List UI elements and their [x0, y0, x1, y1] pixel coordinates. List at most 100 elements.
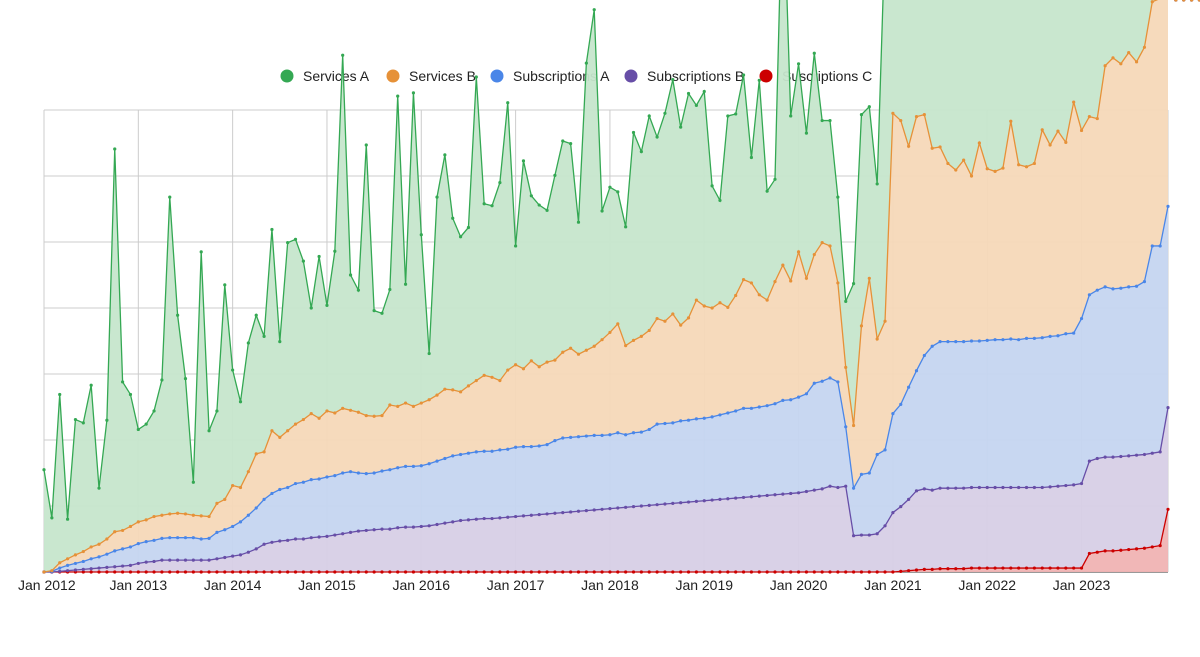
- point-services-a: [576, 220, 581, 224]
- point-services-a: [254, 313, 258, 317]
- point-subscriptions-a: [647, 427, 651, 432]
- point-suscriptions-c: [1134, 547, 1139, 551]
- point-subscriptions-b: [553, 511, 557, 515]
- point-subscriptions-a: [828, 376, 832, 380]
- point-subscriptions-b: [482, 516, 486, 521]
- x-tick-label: Jan 2020: [770, 577, 828, 593]
- point-services-b: [592, 344, 596, 348]
- point-services-b: [215, 501, 219, 505]
- series-points: [42, 0, 1200, 574]
- point-services-b: [396, 404, 400, 408]
- line-services-b: [43, 0, 1159, 573]
- point-services-a: [671, 78, 675, 82]
- point-subscriptions-a: [867, 471, 871, 475]
- legend-item-services-a[interactable]: Services A: [280, 68, 370, 84]
- point-subscriptions-b: [1017, 485, 1021, 490]
- point-subscriptions-b: [1127, 454, 1131, 458]
- point-subscriptions-a: [1064, 332, 1068, 336]
- point-services-b: [458, 390, 463, 394]
- point-services-a: [183, 377, 188, 381]
- legend-item-suscriptions-c[interactable]: Suscriptions C: [759, 68, 873, 84]
- point-services-b: [286, 429, 290, 433]
- point-subscriptions-a: [191, 536, 195, 540]
- point-services-b: [812, 252, 816, 257]
- point-suscriptions-c: [136, 570, 140, 574]
- point-suscriptions-c: [364, 570, 368, 574]
- point-services-b: [65, 557, 70, 561]
- point-subscriptions-b: [569, 510, 573, 514]
- point-subscriptions-b: [1087, 459, 1091, 463]
- point-services-a: [128, 392, 133, 397]
- legend-item-subscriptions-b[interactable]: Subscriptions B: [624, 68, 745, 84]
- point-subscriptions-b: [592, 508, 596, 512]
- point-services-b: [765, 298, 769, 302]
- point-services-b: [364, 413, 368, 418]
- area-services-a: [44, 0, 1157, 572]
- point-subscriptions-b: [521, 514, 526, 518]
- point-subscriptions-b: [1001, 485, 1005, 490]
- point-subscriptions-a: [883, 448, 887, 452]
- point-subscriptions-a: [969, 339, 974, 343]
- point-suscriptions-c: [749, 570, 754, 574]
- point-services-a: [58, 392, 62, 397]
- point-subscriptions-a: [977, 339, 981, 343]
- point-suscriptions-c: [569, 570, 573, 574]
- point-services-b: [160, 513, 164, 517]
- point-suscriptions-c: [608, 570, 612, 574]
- point-subscriptions-b: [899, 505, 903, 509]
- point-subscriptions-a: [160, 536, 164, 540]
- point-services-b: [1024, 165, 1029, 169]
- point-subscriptions-a: [773, 402, 777, 406]
- point-services-b: [1048, 143, 1052, 147]
- point-subscriptions-b: [1009, 485, 1013, 490]
- point-suscriptions-c: [521, 570, 526, 574]
- point-services-b: [553, 358, 557, 362]
- point-subscriptions-a: [686, 418, 691, 422]
- x-tick-label: Jan 2015: [298, 577, 356, 593]
- point-subscriptions-a: [608, 433, 612, 437]
- point-subscriptions-b: [647, 503, 651, 507]
- point-suscriptions-c: [309, 570, 313, 574]
- point-subscriptions-b: [993, 485, 997, 490]
- point-services-b: [1001, 166, 1005, 170]
- point-subscriptions-b: [561, 510, 565, 515]
- point-suscriptions-c: [223, 570, 227, 574]
- point-services-a: [851, 281, 856, 286]
- point-suscriptions-c: [537, 570, 541, 574]
- point-suscriptions-c: [97, 570, 101, 574]
- point-services-a: [584, 61, 588, 65]
- legend-item-services-b[interactable]: Services B: [386, 68, 476, 84]
- point-subscriptions-b: [231, 554, 235, 558]
- point-suscriptions-c: [584, 570, 588, 574]
- point-services-a: [73, 417, 78, 422]
- point-subscriptions-a: [624, 433, 628, 437]
- point-subscriptions-b: [875, 532, 879, 536]
- point-subscriptions-a: [278, 487, 282, 492]
- point-suscriptions-c: [812, 570, 816, 574]
- point-subscriptions-b: [348, 530, 353, 535]
- point-suscriptions-c: [1048, 566, 1052, 570]
- point-suscriptions-c: [1009, 566, 1013, 570]
- point-suscriptions-c: [1040, 566, 1044, 570]
- point-suscriptions-c: [851, 570, 856, 574]
- point-suscriptions-c: [262, 570, 266, 574]
- point-suscriptions-c: [1001, 566, 1005, 570]
- point-services-b: [844, 365, 848, 369]
- point-subscriptions-a: [757, 405, 761, 409]
- point-subscriptions-b: [411, 525, 416, 529]
- point-subscriptions-b: [199, 558, 203, 562]
- point-services-a: [113, 147, 117, 151]
- point-suscriptions-c: [341, 570, 345, 574]
- point-subscriptions-a: [427, 462, 431, 466]
- point-services-b: [883, 319, 887, 323]
- point-services-a: [804, 131, 809, 135]
- point-services-a: [844, 299, 848, 303]
- point-suscriptions-c: [1158, 544, 1162, 548]
- point-subscriptions-b: [954, 486, 958, 490]
- point-services-a: [765, 189, 769, 193]
- point-subscriptions-b: [796, 491, 801, 495]
- point-services-a: [301, 259, 305, 263]
- point-subscriptions-a: [616, 431, 620, 435]
- point-subscriptions-a: [1040, 336, 1044, 340]
- point-services-b: [836, 281, 840, 285]
